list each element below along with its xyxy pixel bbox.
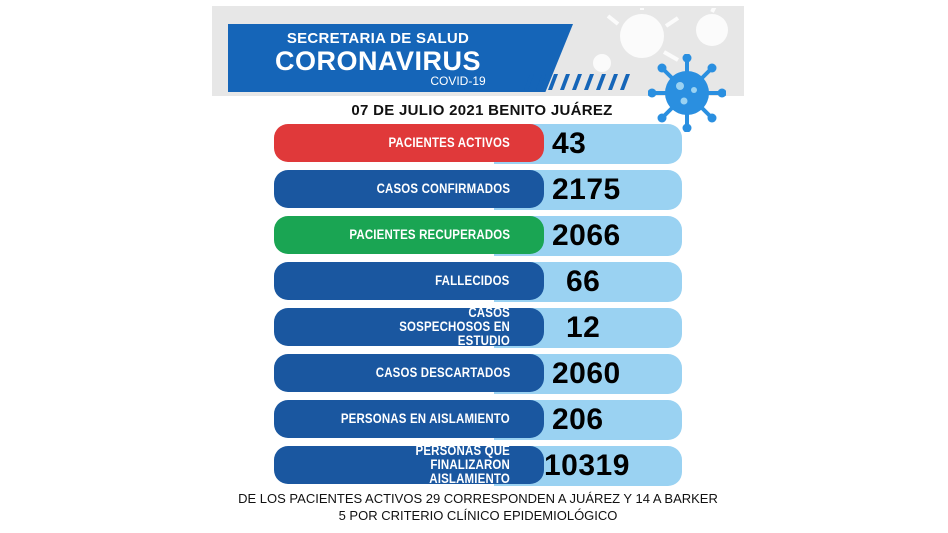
stripes-decoration <box>524 74 630 90</box>
stat-label: CASOS SOSPECHOSOS EN ESTUDIO <box>399 305 510 348</box>
stat-row-pacientes-recuperados: PACIENTES RECUPERADOS 2066 <box>274 216 684 256</box>
label-pill: PERSONAS EN AISLAMIENTO <box>274 400 544 438</box>
stat-row-finalizaron-aislamiento: PERSONAS QUE FINALIZARON AISLAMIENTO 103… <box>274 443 684 486</box>
label-pill: PACIENTES ACTIVOS <box>274 124 544 162</box>
stat-label: FALLECIDOS <box>435 273 510 288</box>
background-virus-icon <box>593 8 728 72</box>
coronavirus-icon <box>648 54 726 132</box>
date-location: 07 DE JULIO 2021 BENITO JUÁREZ <box>351 102 613 119</box>
stat-row-casos-sospechosos: CASOS SOSPECHOSOS EN ESTUDIO 12 <box>274 305 684 348</box>
footer-line-1: DE LOS PACIENTES ACTIVOS 29 CORRESPONDEN… <box>238 491 718 506</box>
covid-report-card: SECRETARIA DE SALUD CORONAVIRUS COVID-19 <box>212 6 744 531</box>
label-pill: FALLECIDOS <box>274 262 544 300</box>
stat-row-fallecidos: FALLECIDOS 66 <box>274 262 684 302</box>
stat-row-personas-aislamiento: PERSONAS EN AISLAMIENTO 206 <box>274 400 684 440</box>
stat-label: PERSONAS EN AISLAMIENTO <box>340 411 510 426</box>
stat-label: PERSONAS QUE FINALIZARON AISLAMIENTO <box>415 443 510 486</box>
label-pill: PERSONAS QUE FINALIZARON AISLAMIENTO <box>274 443 544 486</box>
stat-value: 43 <box>552 127 587 160</box>
title-line-coronavirus: CORONAVIRUS <box>274 46 481 76</box>
footer-note: DE LOS PACIENTES ACTIVOS 29 CORRESPONDEN… <box>212 490 744 524</box>
stat-value: 2060 <box>552 357 621 390</box>
stat-label: PACIENTES ACTIVOS <box>388 135 510 150</box>
label-pill: CASOS SOSPECHOSOS EN ESTUDIO <box>274 305 544 348</box>
stat-row-pacientes-activos: PACIENTES ACTIVOS 43 <box>274 124 684 164</box>
label-pill: CASOS CONFIRMADOS <box>274 170 544 208</box>
footer-line-2: 5 POR CRITERIO CLÍNICO EPIDEMIOLÓGICO <box>338 508 618 523</box>
stat-row-casos-confirmados: CASOS CONFIRMADOS 2175 <box>274 170 684 210</box>
stat-label: PACIENTES RECUPERADOS <box>349 227 510 242</box>
label-pill: CASOS DESCARTADOS <box>274 354 544 392</box>
stat-label: CASOS DESCARTADOS <box>375 365 510 380</box>
stat-value: 66 <box>566 265 601 298</box>
title-line-secretaria: SECRETARIA DE SALUD <box>286 30 470 47</box>
stat-value: 2175 <box>552 173 621 206</box>
stat-value: 2066 <box>552 219 621 252</box>
stat-row-casos-descartados: CASOS DESCARTADOS 2060 <box>274 354 684 394</box>
title-line-covid: COVID-19 <box>430 74 486 88</box>
stat-label: CASOS CONFIRMADOS <box>376 181 510 196</box>
stat-value: 12 <box>566 311 601 344</box>
stat-value: 10319 <box>544 449 630 482</box>
title-banner: SECRETARIA DE SALUD CORONAVIRUS COVID-19 <box>228 24 573 92</box>
stat-value: 206 <box>552 403 604 436</box>
label-pill: PACIENTES RECUPERADOS <box>274 216 544 254</box>
